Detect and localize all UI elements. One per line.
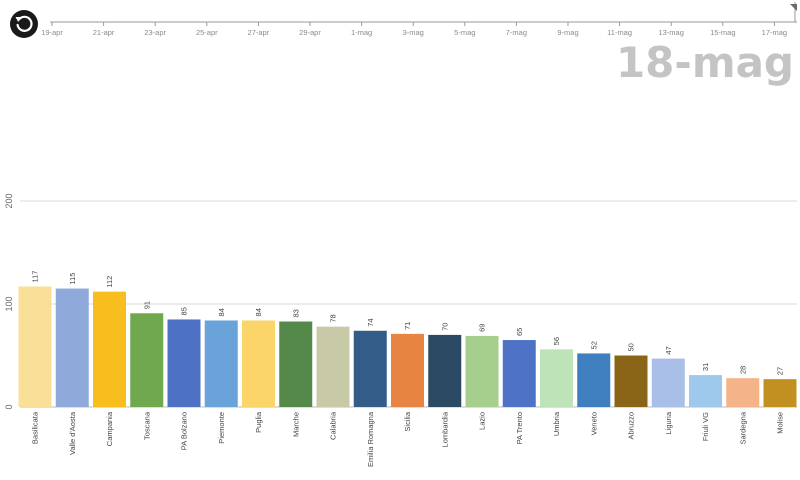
data-label: 69 <box>478 324 487 332</box>
data-label: 31 <box>701 363 710 371</box>
y-tick-label: 200 <box>4 193 14 208</box>
category-label: Puglia <box>254 411 263 433</box>
category-label: Emilia Romagna <box>366 411 375 467</box>
category-label: Sicilia <box>403 411 412 431</box>
timeline-tick-label: 25-apr <box>196 28 218 37</box>
timeline-tick-label: 9-mag <box>557 28 578 37</box>
timeline-tick-label: 3-mag <box>403 28 424 37</box>
data-label: 71 <box>403 322 412 330</box>
replay-icon <box>15 15 33 32</box>
bar <box>242 320 275 407</box>
timeline-tick-label: 21-apr <box>93 28 115 37</box>
category-label: Lazio <box>478 412 487 430</box>
category-label: Basilicata <box>31 411 40 444</box>
timeline-tick-label: 1-mag <box>351 28 372 37</box>
bar <box>93 291 126 407</box>
data-label: 52 <box>589 341 598 349</box>
bar <box>167 319 201 407</box>
bar <box>391 333 424 407</box>
bar <box>428 334 462 407</box>
category-label: Molise <box>776 412 785 434</box>
category-label: Veneto <box>589 412 598 435</box>
data-label: 65 <box>515 328 524 336</box>
category-label: Sardegna <box>738 411 747 444</box>
bar <box>540 349 573 407</box>
bar <box>204 320 238 407</box>
data-label: 84 <box>254 308 263 316</box>
bar <box>614 355 648 407</box>
data-label: 115 <box>68 273 77 285</box>
y-tick-label: 100 <box>4 296 14 311</box>
data-label: 78 <box>329 314 338 322</box>
data-label: 91 <box>142 301 151 309</box>
data-label: 47 <box>664 346 673 354</box>
bar <box>316 326 350 407</box>
bar <box>502 340 536 407</box>
timeline-tick-label: 5-mag <box>454 28 475 37</box>
data-label: 117 <box>31 271 40 283</box>
category-label: PA Trento <box>515 412 524 444</box>
bar <box>130 313 164 407</box>
category-label: Calabria <box>329 411 338 440</box>
bar <box>577 353 611 407</box>
replay-button[interactable] <box>10 10 38 38</box>
timeline-tick-label: 27-apr <box>248 28 270 37</box>
timeline-tick-label: 13-mag <box>658 28 683 37</box>
bar <box>726 378 760 407</box>
category-label: Abruzzo <box>627 412 636 440</box>
data-label: 74 <box>366 318 375 326</box>
category-label: Piemonte <box>217 412 226 444</box>
timeline-tick-label: 17-mag <box>762 28 787 37</box>
timeline-tick-label: 7-mag <box>506 28 527 37</box>
category-label: Valle d'Aosta <box>68 411 77 455</box>
y-tick-label: 0 <box>4 404 14 409</box>
data-label: 85 <box>180 307 189 315</box>
bar <box>651 358 685 407</box>
category-label: Toscana <box>142 411 151 440</box>
bar <box>18 286 52 407</box>
data-label: 50 <box>627 343 636 351</box>
data-label: 28 <box>738 366 747 374</box>
category-label: Marche <box>291 412 300 437</box>
timeline-tick-label: 23-apr <box>144 28 166 37</box>
current-date-label: 18-mag <box>615 38 794 87</box>
timeline-tick-label: 29-apr <box>299 28 321 37</box>
category-label: Umbria <box>552 411 561 436</box>
bar <box>353 330 387 407</box>
bar <box>279 321 313 407</box>
bar <box>689 375 722 407</box>
data-label: 70 <box>440 323 449 331</box>
bar <box>465 335 499 407</box>
bar <box>763 379 797 407</box>
bar <box>55 288 89 407</box>
timeline-tick-label: 11-mag <box>607 28 632 37</box>
data-label: 112 <box>105 276 114 288</box>
data-label: 56 <box>552 337 561 345</box>
data-label: 84 <box>217 308 226 316</box>
timeline-slider[interactable]: 19-apr 21-apr 23-apr 25-apr 27-apr 29-apr 1-ma… <box>0 0 800 60</box>
category-label: Liguria <box>664 411 673 434</box>
timeline-handle[interactable] <box>790 4 797 11</box>
category-label: PA Bolzano <box>180 412 189 450</box>
data-label: 83 <box>291 309 300 317</box>
category-label: Lombardia <box>440 411 449 447</box>
data-label: 27 <box>776 367 785 375</box>
timeline-tick-label: 19-apr <box>41 28 63 37</box>
timeline-tick-label: 15-mag <box>710 28 735 37</box>
category-label: Friuli VG <box>701 412 710 441</box>
category-label: Campania <box>105 411 114 446</box>
